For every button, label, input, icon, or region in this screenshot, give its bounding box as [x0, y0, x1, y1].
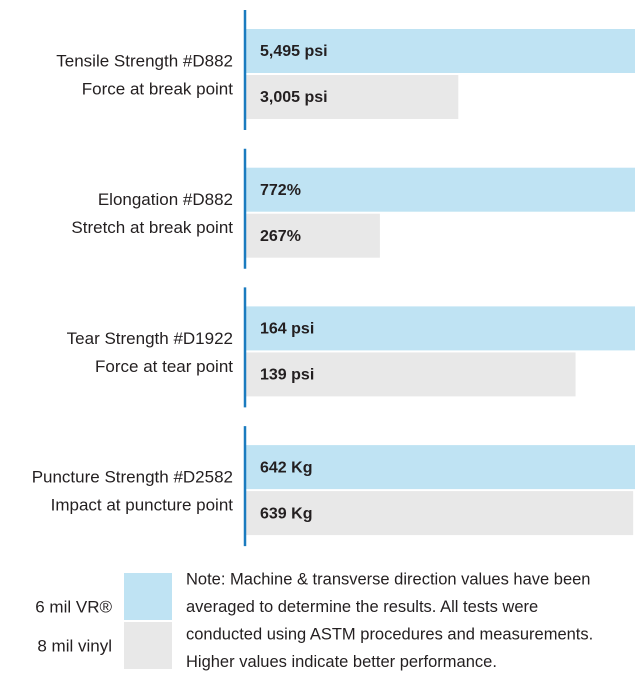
value-label: 642 Kg [260, 459, 312, 476]
bar [245, 445, 635, 490]
category-label: Puncture Strength #D2582 [32, 468, 233, 487]
value-label: 5,495 psi [260, 43, 328, 60]
legend-label: 8 mil vinyl [37, 636, 112, 655]
bar [245, 306, 635, 351]
value-label: 772% [260, 182, 301, 199]
bar [245, 213, 380, 258]
category-label: Tensile Strength #D882 [56, 51, 233, 70]
legend-swatch [124, 622, 172, 669]
category-note: Impact at puncture point [51, 496, 234, 515]
bar [245, 29, 635, 73]
legend-swatch [124, 573, 172, 620]
value-label: 139 psi [260, 367, 314, 384]
note-line: averaged to determine the results. All t… [186, 598, 538, 616]
category-note: Stretch at break point [71, 218, 233, 237]
bar [245, 167, 635, 212]
value-label: 267% [260, 228, 301, 245]
bar [245, 352, 576, 397]
note-line: Note: Machine & transverse direction val… [186, 570, 590, 588]
legend-label: 6 mil VR® [35, 597, 112, 616]
category-label: Elongation #D882 [98, 190, 233, 209]
category-note: Force at break point [82, 79, 233, 98]
category-note: Force at tear point [95, 357, 233, 376]
value-label: 3,005 psi [260, 89, 328, 106]
value-label: 164 psi [260, 321, 314, 338]
note-line: conducted using ASTM procedures and meas… [186, 625, 593, 643]
category-label: Tear Strength #D1922 [67, 329, 233, 348]
bar [245, 75, 459, 119]
bar [245, 491, 634, 536]
value-label: 639 Kg [260, 505, 312, 522]
note-line: Higher values indicate better performanc… [186, 653, 497, 671]
